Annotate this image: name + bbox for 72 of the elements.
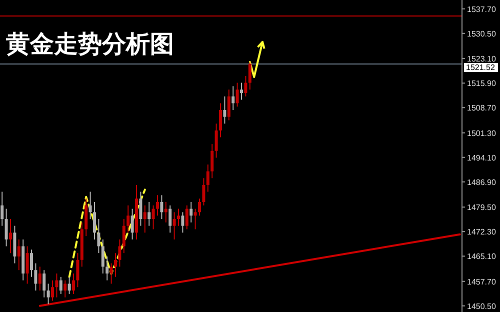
candlestick: [202, 178, 206, 206]
candlestick: [160, 194, 164, 220]
candlestick: [68, 276, 71, 294]
candlestick: [143, 204, 146, 234]
y-tick-label: 1537.70: [467, 4, 496, 14]
candlestick: [34, 262, 38, 292]
candlestick: [26, 246, 29, 284]
y-tick-label: 1523.10: [467, 54, 496, 64]
candlestick: [114, 252, 117, 278]
candlestick: [0, 191, 4, 226]
candlestick: [248, 62, 252, 90]
y-tick-label: 1465.10: [467, 252, 496, 262]
candlestick: [227, 89, 230, 121]
candlestick: [17, 238, 20, 271]
candlestick: [76, 252, 80, 288]
candlestick: [59, 276, 62, 294]
candlestick: [148, 201, 151, 226]
candlestick: [219, 102, 222, 138]
candlestick: [172, 212, 176, 240]
y-tick-label: 1457.70: [467, 277, 496, 286]
candlestick: [236, 82, 239, 108]
candlestick: [110, 262, 113, 284]
candlestick: [84, 198, 88, 237]
candlestick: [214, 123, 218, 158]
candlestick: [122, 218, 126, 254]
candlestick: [139, 191, 142, 226]
candlestick: [181, 212, 184, 234]
candlestick: [130, 208, 134, 240]
candlestick: [64, 280, 67, 298]
candlestick: [101, 238, 104, 274]
candlestick: [93, 201, 96, 240]
candlestick: [30, 249, 33, 278]
candlestick: [232, 86, 235, 111]
y-tick-label: 1494.10: [467, 153, 496, 162]
candlestick: [51, 280, 54, 302]
line-series: [68, 188, 146, 278]
candlestick: [9, 218, 12, 254]
candlestick: [46, 283, 50, 305]
y-tick-label: 1486.90: [467, 178, 496, 187]
candlestick: [42, 270, 46, 298]
candlestick: [244, 75, 248, 97]
y-tick-label: 1501.30: [467, 128, 496, 138]
text: 黄金走势分析图: [5, 30, 174, 58]
y-tick-label: 1530.50: [467, 29, 496, 38]
candlestick: [88, 191, 92, 220]
candlestick: [223, 96, 226, 124]
candlestick: [38, 266, 42, 292]
candlestick: [4, 208, 8, 247]
candlestick: [13, 225, 16, 264]
y-tick-label: 1472.30: [467, 228, 496, 237]
candlestick: [126, 204, 130, 234]
candlestick: [55, 273, 58, 298]
ref-line-label: 1521.52: [466, 62, 496, 72]
candlestick: [210, 144, 214, 179]
candlestick: [194, 208, 197, 230]
y-tick-label: 1450.50: [467, 302, 496, 311]
candlestick: [240, 82, 243, 100]
candlestick: [168, 204, 172, 234]
candlestick: [97, 218, 100, 254]
y-tick-label: 1479.50: [467, 203, 496, 212]
y-tick-label: 1515.90: [467, 79, 496, 88]
candlestick: [206, 164, 210, 192]
candlestick: [185, 204, 188, 230]
candlestick: [156, 194, 159, 216]
candlestick: [72, 273, 75, 294]
candlestick: [198, 198, 201, 216]
candlestick: [118, 238, 122, 268]
candlestick: [152, 204, 155, 230]
candlestick: [190, 201, 193, 223]
candlestick: [177, 208, 180, 226]
y-tick-label: 1508.70: [467, 104, 496, 113]
candlestick: [106, 256, 109, 281]
